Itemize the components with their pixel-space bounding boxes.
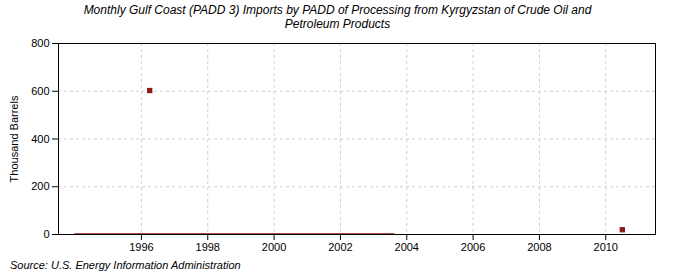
svg-text:200: 200 bbox=[31, 180, 49, 192]
svg-text:Thousand Barrels: Thousand Barrels bbox=[8, 95, 20, 182]
svg-text:2010: 2010 bbox=[594, 241, 618, 253]
svg-text:600: 600 bbox=[31, 85, 49, 97]
svg-text:0: 0 bbox=[43, 228, 49, 240]
svg-text:2002: 2002 bbox=[328, 241, 352, 253]
html-text:Monthly Gulf Coast (PADD 3) Im: Monthly Gulf Coast (PADD 3) Imports by P… bbox=[83, 3, 592, 32]
svg-text:1996: 1996 bbox=[129, 241, 153, 253]
svg-text:2006: 2006 bbox=[461, 241, 485, 253]
svg-text:800: 800 bbox=[31, 37, 49, 49]
html-text:Source: U.S. Energy Informatio: Source: U.S. Energy Information Administ… bbox=[10, 258, 241, 271]
svg-text:2000: 2000 bbox=[262, 241, 286, 253]
svg-text:2004: 2004 bbox=[395, 241, 419, 253]
svg-text:400: 400 bbox=[31, 132, 49, 144]
svg-text:1998: 1998 bbox=[196, 241, 220, 253]
svg-text:2008: 2008 bbox=[527, 241, 551, 253]
